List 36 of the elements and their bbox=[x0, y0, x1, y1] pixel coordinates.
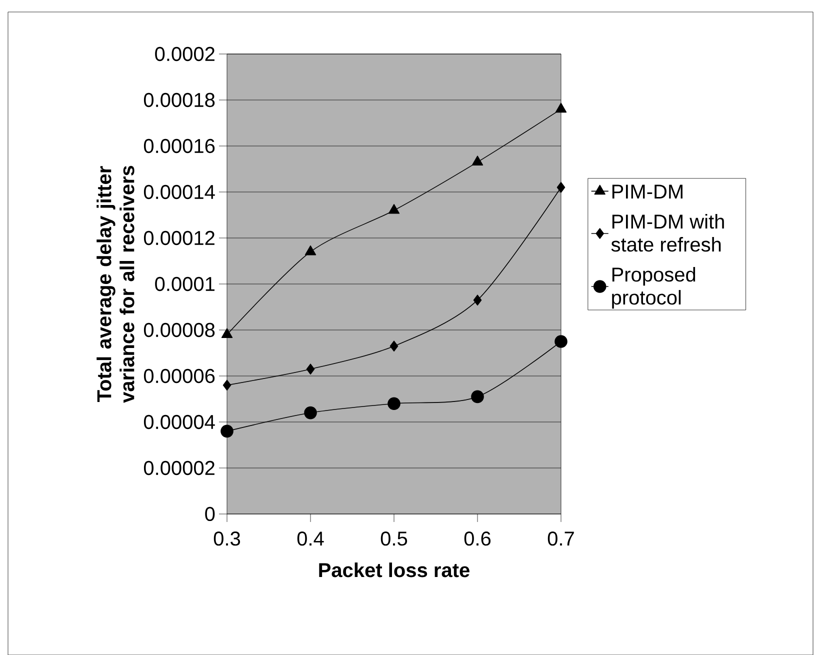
x-tick-label: 0.3 bbox=[214, 531, 240, 546]
y-tick-label: 0.00008 bbox=[144, 322, 215, 337]
y-tick-label: 0.0002 bbox=[155, 46, 214, 61]
y-tick-label: 0 bbox=[205, 506, 215, 521]
point bbox=[471, 390, 484, 403]
point bbox=[221, 328, 233, 338]
point bbox=[304, 406, 317, 420]
y-tick-label: 0.0001 bbox=[155, 276, 214, 291]
x-tick-label: 0.4 bbox=[297, 531, 324, 546]
point bbox=[304, 245, 316, 256]
point bbox=[556, 182, 566, 193]
legend-label: PIM-DM bbox=[612, 184, 682, 198]
y-tick-label: 0.00012 bbox=[144, 230, 214, 245]
y-tick-label: 0.00016 bbox=[144, 138, 215, 153]
x-tick-label: 0.7 bbox=[548, 531, 574, 546]
x-tick-label: 0.5 bbox=[380, 531, 408, 546]
point bbox=[306, 364, 315, 374]
y-tick-label: 0.00018 bbox=[144, 92, 215, 107]
point bbox=[388, 397, 400, 410]
point bbox=[555, 102, 567, 112]
point bbox=[390, 340, 398, 352]
y-tick-label: 0.00004 bbox=[144, 414, 215, 429]
point bbox=[388, 204, 400, 214]
y-axis-title: Total average delay jitter variance for all receivers bbox=[96, 166, 134, 403]
legend-label: PIM-DM with state refresh bbox=[611, 214, 724, 252]
point bbox=[472, 156, 484, 166]
y-tick-label: 0.00006 bbox=[144, 368, 215, 383]
point bbox=[220, 424, 234, 438]
y-tick-label: 0.00014 bbox=[144, 184, 215, 199]
legend-label: Proposed protocol bbox=[612, 266, 696, 309]
point bbox=[473, 294, 482, 306]
y-tick-label: 0.00002 bbox=[144, 460, 214, 475]
point bbox=[222, 380, 232, 390]
point bbox=[554, 334, 568, 348]
x-tick-label: 0.6 bbox=[464, 531, 491, 546]
x-axis-title: Packet loss rate bbox=[319, 562, 470, 578]
